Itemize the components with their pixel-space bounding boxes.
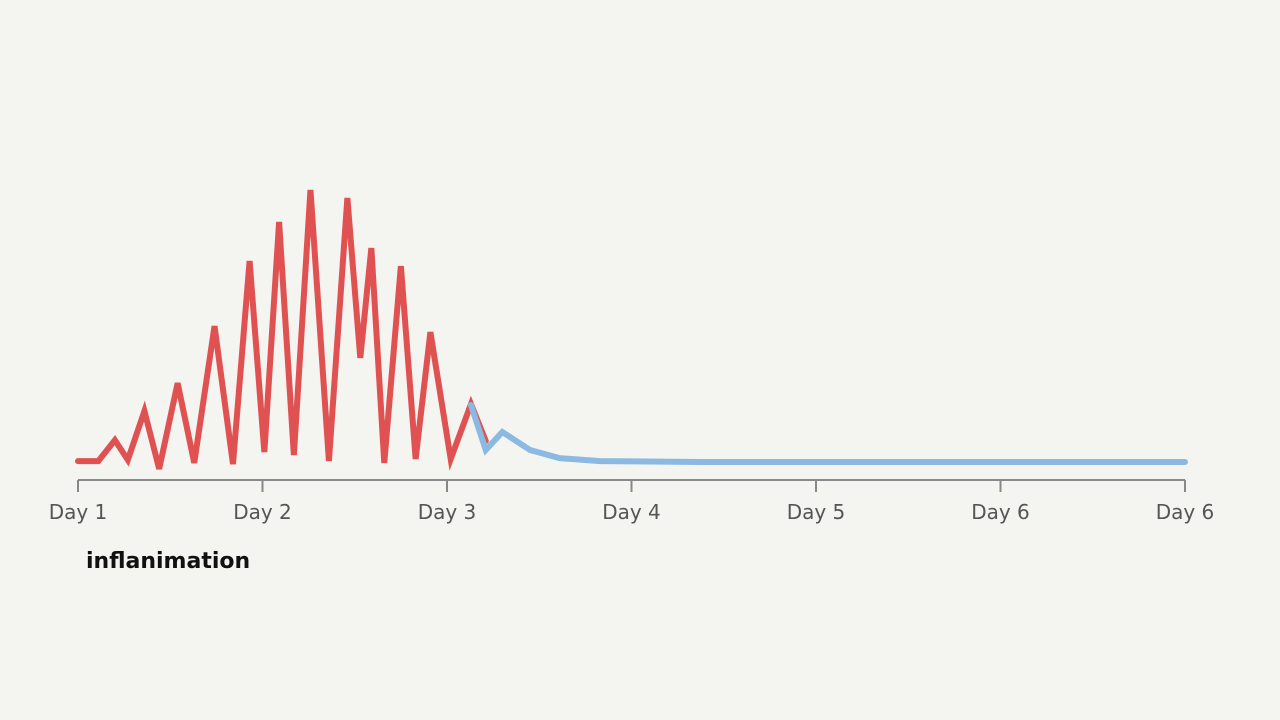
x-tick-label: Day 4 [602, 500, 661, 524]
data-line [75, 189, 489, 471]
x-tick-label: Day 1 [49, 500, 108, 524]
x-tick-label: Day 5 [787, 500, 846, 524]
annotation: inflanimation [86, 549, 250, 574]
x-tick-label: Day 3 [418, 500, 477, 524]
x-tick-label: Day 2 [233, 500, 292, 524]
x-tick-label: Day 6 [1156, 500, 1215, 524]
x-tick-label: Day 6 [971, 500, 1030, 524]
data-line [467, 402, 1188, 465]
